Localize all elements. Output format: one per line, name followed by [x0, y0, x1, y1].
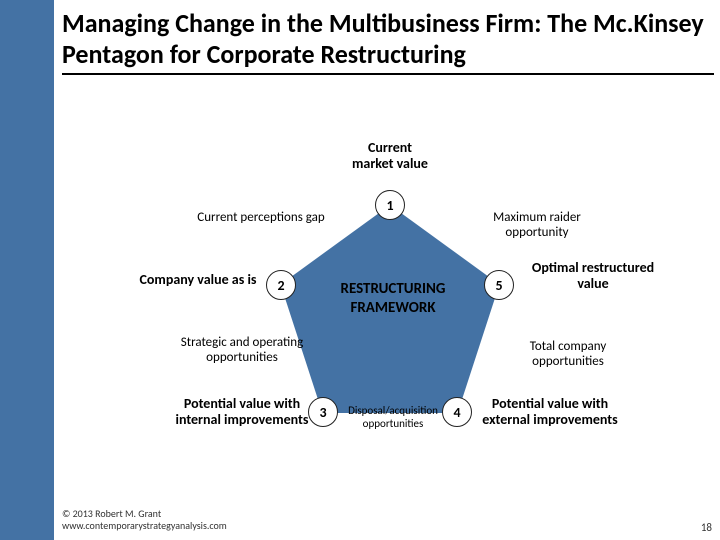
edge-label-e34: Disposal/acquisition opportunities: [333, 405, 453, 430]
center-label: RESTRUCTURING FRAMEWORK: [313, 280, 473, 318]
edge-label-e45: Total company opportunities: [498, 340, 638, 370]
copyright-footer: © 2013 Robert M. Grant www.contemporarys…: [62, 508, 227, 532]
node-label-3: Potential value with internal improvemen…: [172, 396, 312, 428]
node-5: 5: [484, 270, 514, 300]
edge-label-e51: Maximum raider opportunity: [462, 211, 612, 241]
node-label-5: Optimal restructured value: [528, 260, 658, 292]
edge-label-e12: Current perceptions gap: [186, 211, 336, 226]
node-label-1: Current market value: [350, 140, 430, 172]
node-label-2: Company value as is: [128, 272, 268, 288]
node-2: 2: [266, 270, 296, 300]
node-label-4: Potential value with external improvemen…: [475, 396, 625, 428]
page-number: 18: [701, 521, 712, 534]
edge-label-e23: Strategic and operating opportunities: [172, 336, 312, 366]
pentagon-diagram: 1 Current market value 2Company value as i…: [0, 0, 720, 540]
node-1: 1: [375, 190, 405, 220]
footer-line2: www.contemporarystrategyanalysis.com: [62, 520, 227, 532]
